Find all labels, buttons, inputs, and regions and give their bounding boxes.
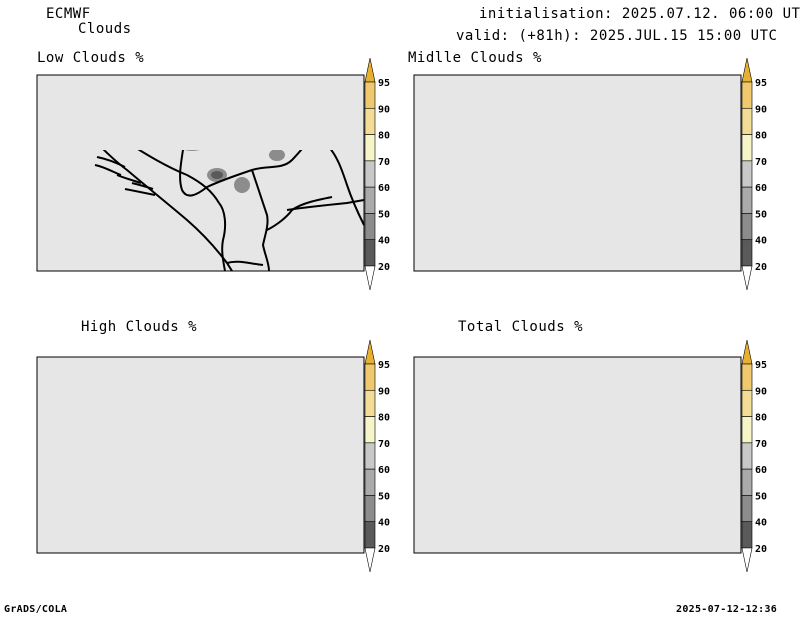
colorbar-box [741,239,753,267]
colorbar-box [741,468,753,496]
colorbar-box [364,213,376,241]
colorbar-tick-label: 20 [378,544,390,555]
colorbar-box [364,81,376,109]
colorbar-tick-label: 90 [755,386,767,397]
colorbar-box [364,521,376,549]
colorbar-box [364,160,376,188]
valid-label: valid: (+81h): 2025.JUL.15 15:00 UTC [456,28,778,44]
colorbar-tick-label: 90 [755,104,767,115]
map-panel-low [36,74,365,272]
panel-title-total: Total Clouds % [458,319,584,335]
colorbar-box [741,416,753,444]
map-panel-middle [413,74,742,272]
colorbar-bottom-arrow [364,265,376,291]
panel-title-low: Low Clouds % [37,50,145,66]
colorbar-tick-label: 50 [378,491,390,502]
colorbar-tick-label: 50 [755,209,767,220]
colorbar-tick-label: 20 [755,544,767,555]
colorbar-tick-label: 40 [755,236,767,247]
colorbar-tick-label: 50 [755,491,767,502]
colorbar-box [741,363,753,391]
colorbar-low: 20 40 50 60 70 80 90 95 [364,57,390,291]
colorbar-tick-label: 95 [755,78,767,89]
colorbar-tick-label: 40 [378,518,390,529]
colorbar-box [741,81,753,109]
colorbar-bottom-arrow [741,547,753,573]
colorbar-tick-label: 60 [755,183,767,194]
initialisation-label: initialisation: 2025.07.12. 06:00 UTC [479,6,800,22]
footer-credit: GrADS/COLA [4,604,68,615]
colorbar-tick-label: 20 [755,262,767,273]
colorbar-box [741,213,753,241]
colorbar-tick-label: 95 [755,360,767,371]
map-panel-high [36,356,365,554]
footer-timestamp: 2025-07-12-12:36 [676,604,778,615]
colorbar-tick-label: 20 [378,262,390,273]
colorbar-tick-label: 95 [378,360,390,371]
colorbar-box [364,442,376,470]
colorbar-box [364,416,376,444]
colorbar-box [741,160,753,188]
colorbar-top-arrow [741,339,753,365]
colorbar-tick-label: 95 [378,78,390,89]
panel-title-high: High Clouds % [81,319,198,335]
colorbar-high: 20 40 50 60 70 80 90 95 [364,339,390,573]
colorbar-tick-label: 80 [378,131,390,142]
colorbar-tick-label: 70 [755,439,767,450]
colorbar-box [741,134,753,162]
colorbar-tick-label: 60 [755,465,767,476]
colorbar-tick-label: 70 [755,157,767,168]
colorbar-top-arrow [364,57,376,83]
map-panel-total [413,356,742,554]
colorbar-box [741,107,753,135]
colorbar-tick-label: 80 [378,413,390,424]
colorbar-top-arrow [364,339,376,365]
colorbar-box [364,107,376,135]
colorbar-box [364,239,376,267]
colorbar-bottom-arrow [364,547,376,573]
colorbar-box [741,495,753,523]
colorbar-tick-label: 40 [755,518,767,529]
colorbar-top-arrow [741,57,753,83]
colorbar-bottom-arrow [741,265,753,291]
colorbar-tick-label: 70 [378,157,390,168]
colorbar-box [741,521,753,549]
colorbar-total: 20 40 50 60 70 80 90 95 [741,339,767,573]
colorbar-tick-label: 90 [378,104,390,115]
colorbar-box [364,134,376,162]
colorbar-tick-label: 60 [378,465,390,476]
colorbar-box [364,468,376,496]
colorbar-box [364,186,376,214]
colorbar-tick-label: 90 [378,386,390,397]
colorbar-tick-label: 70 [378,439,390,450]
colorbar-box [364,363,376,391]
colorbar-box [364,495,376,523]
product-label: Clouds [78,21,132,37]
colorbar-tick-label: 50 [378,209,390,220]
panel-title-middle: Midlle Clouds % [408,50,542,66]
model-label: ECMWF [46,6,91,22]
colorbar-middle: 20 40 50 60 70 80 90 95 [741,57,767,291]
colorbar-box [364,389,376,417]
colorbar-box [741,186,753,214]
colorbar-tick-label: 60 [378,183,390,194]
colorbar-box [741,389,753,417]
colorbar-tick-label: 80 [755,131,767,142]
colorbar-tick-label: 40 [378,236,390,247]
colorbar-box [741,442,753,470]
colorbar-tick-label: 80 [755,413,767,424]
